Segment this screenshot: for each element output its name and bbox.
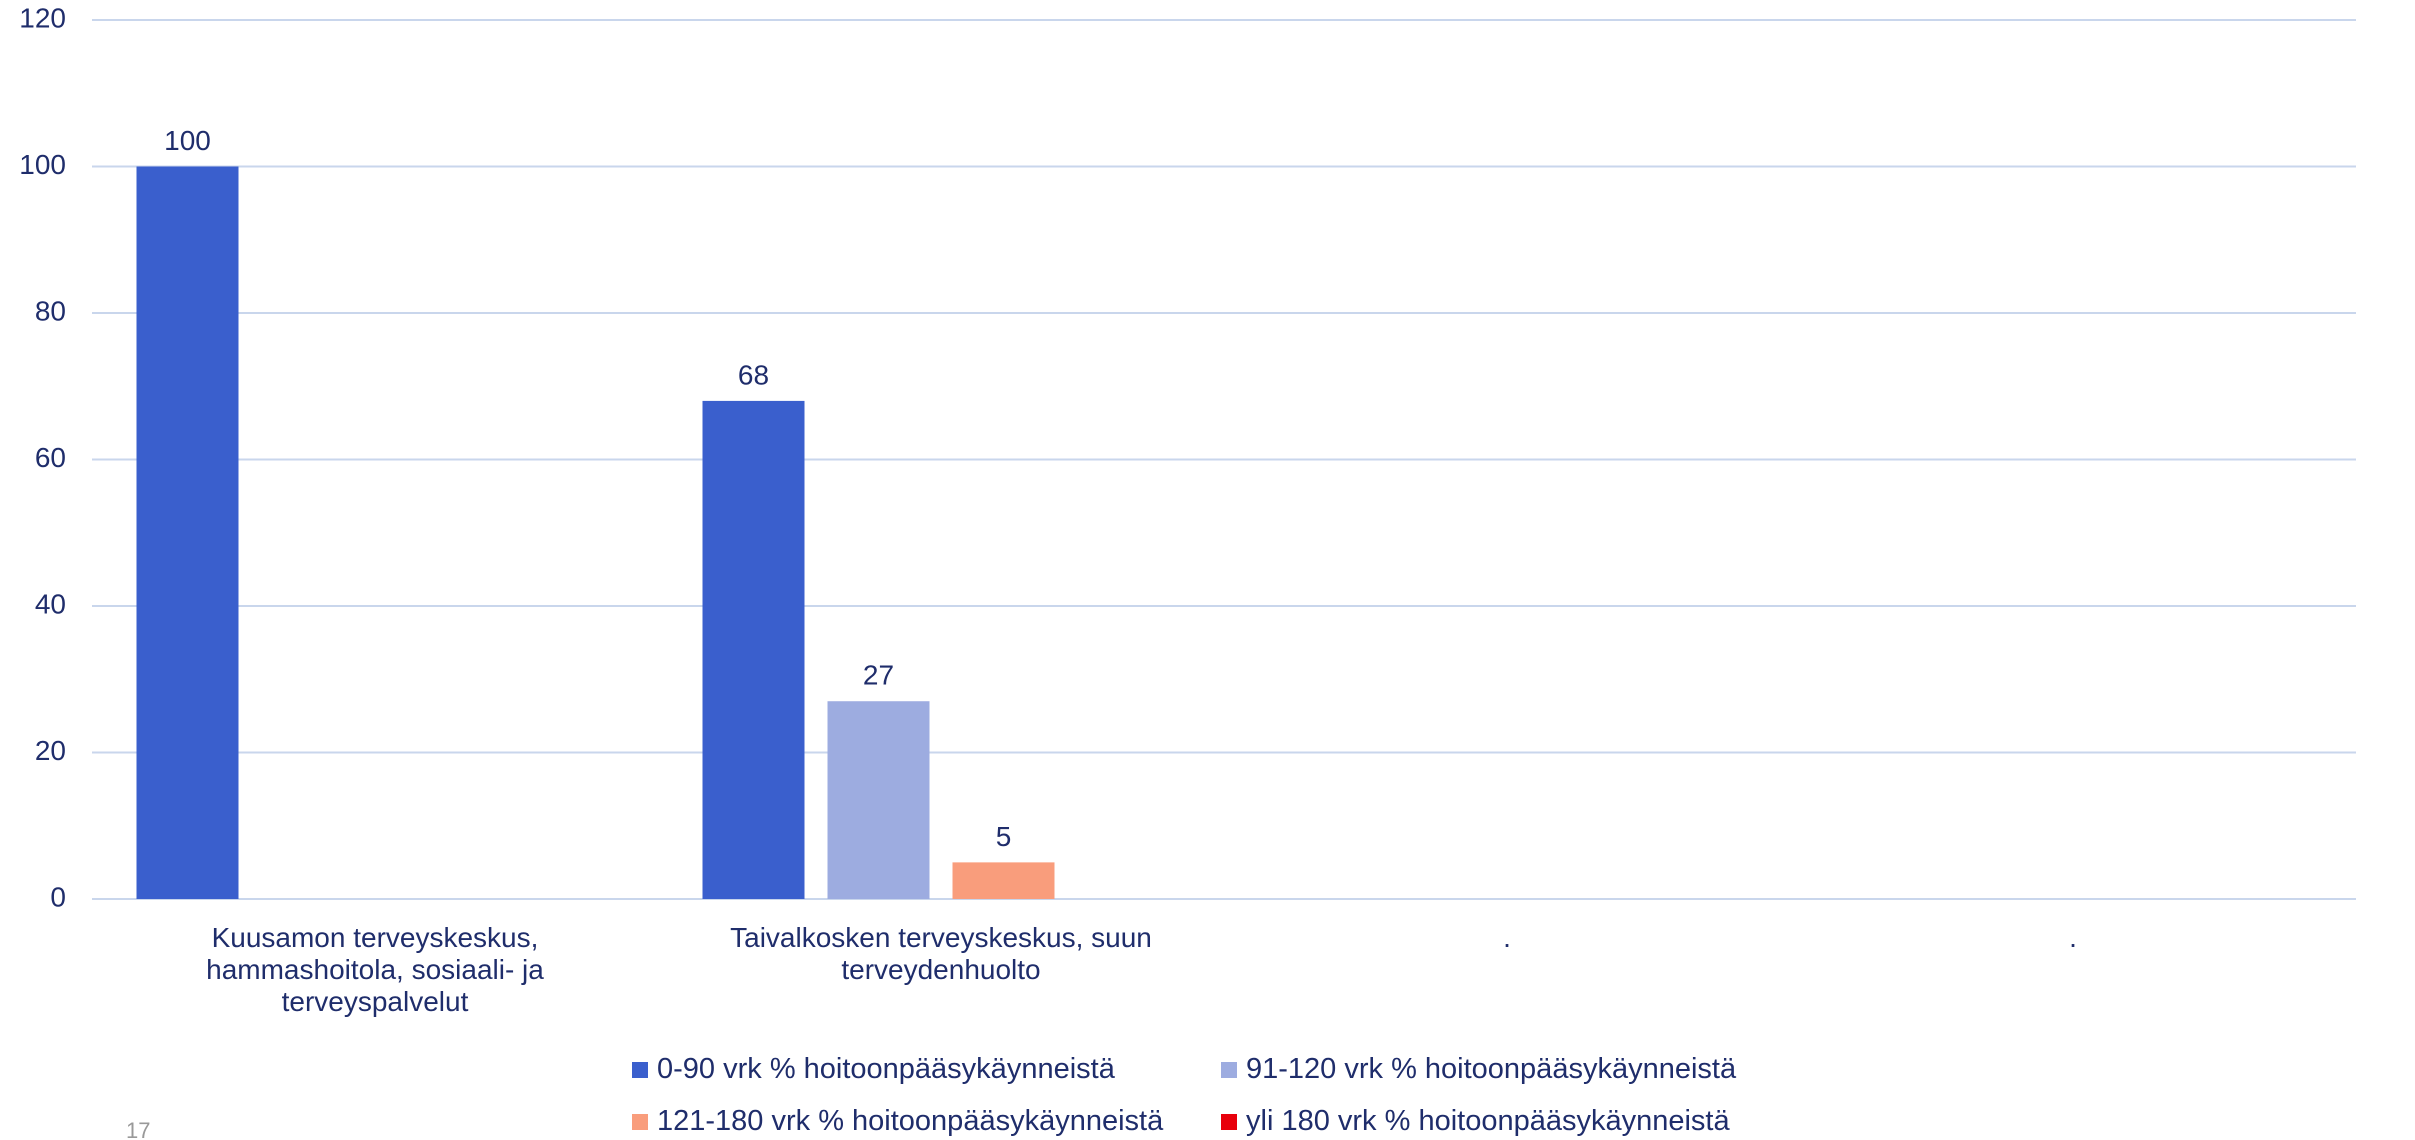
data-label: 5 bbox=[996, 821, 1012, 852]
x-tick-label: Taivalkosken terveyskeskus, suun terveyd… bbox=[730, 922, 1152, 986]
page-number: 17 bbox=[126, 1118, 151, 1140]
bar bbox=[827, 701, 930, 899]
y-tick-label: 120 bbox=[19, 2, 66, 33]
bar bbox=[136, 166, 239, 899]
y-tick-label: 0 bbox=[50, 881, 66, 912]
x-tick-label: . bbox=[2069, 922, 2077, 953]
legend-label: 121-180 vrk % hoitoonpääsykäynneistä bbox=[657, 1105, 1164, 1137]
legend-item: 0-90 vrk % hoitoonpääsykäynneistä bbox=[632, 1053, 1115, 1086]
legend-swatch bbox=[1221, 1113, 1237, 1130]
legend-item: 91-120 vrk % hoitoonpääsykäynneistä bbox=[1221, 1053, 1736, 1086]
y-tick-label: 100 bbox=[19, 149, 66, 180]
y-tick-label: 60 bbox=[35, 442, 66, 473]
x-tick-label: . bbox=[1503, 922, 1511, 953]
data-label: 100 bbox=[164, 125, 211, 156]
legend-item: yli 180 vrk % hoitoonpääsykäynneistä bbox=[1221, 1105, 1730, 1138]
bar bbox=[952, 862, 1055, 899]
legend-label: yli 180 vrk % hoitoonpääsykäynneistä bbox=[1246, 1105, 1730, 1137]
bar bbox=[702, 400, 805, 899]
data-label: 27 bbox=[863, 660, 894, 691]
legend-item: 121-180 vrk % hoitoonpääsykäynneistä bbox=[632, 1105, 1163, 1138]
legend-swatch bbox=[1221, 1061, 1237, 1078]
y-tick-label: 40 bbox=[35, 588, 66, 619]
y-tick-label: 20 bbox=[35, 735, 66, 766]
legend-swatch bbox=[632, 1061, 648, 1078]
legend-label: 0-90 vrk % hoitoonpääsykäynneistä bbox=[657, 1053, 1115, 1085]
legend-swatch bbox=[632, 1113, 648, 1130]
y-tick-label: 80 bbox=[35, 295, 66, 326]
legend-label: 91-120 vrk % hoitoonpääsykäynneistä bbox=[1246, 1053, 1737, 1085]
data-label: 68 bbox=[738, 359, 769, 390]
x-tick-label: Kuusamon terveyskeskus, hammashoitola, s… bbox=[206, 922, 544, 1018]
